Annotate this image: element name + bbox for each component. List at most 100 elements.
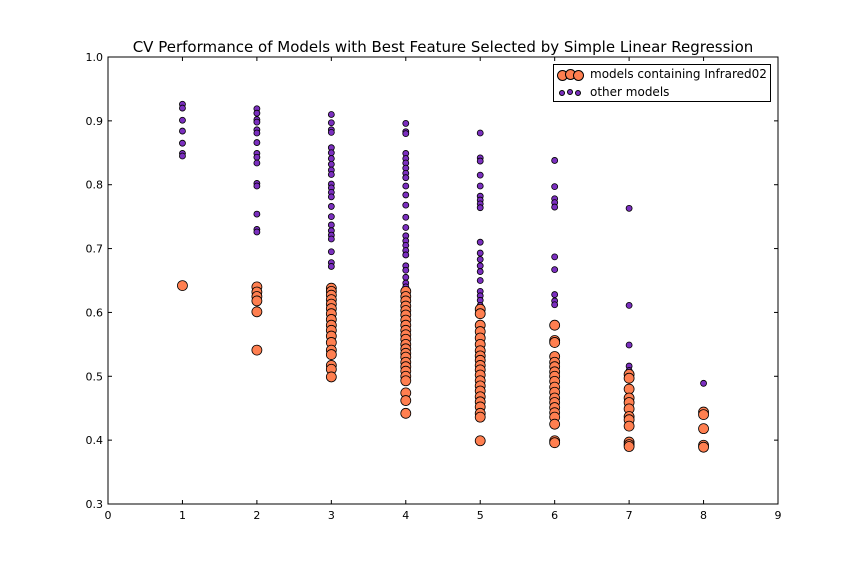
- data-point-other: [402, 130, 410, 138]
- data-point-infrared: [549, 418, 561, 430]
- data-point-other: [476, 249, 484, 257]
- legend-item-infrared: models containing Infrared02: [554, 66, 770, 84]
- data-point-other: [402, 266, 410, 274]
- data-point-other: [253, 129, 261, 137]
- data-point-other: [551, 266, 559, 274]
- data-point-infrared: [549, 337, 561, 348]
- y-tick-label: 0.4: [86, 434, 104, 447]
- data-point-other: [402, 213, 410, 221]
- data-point-other: [402, 191, 410, 199]
- data-point-infrared: [251, 306, 263, 318]
- data-point-infrared: [474, 411, 486, 423]
- x-tick-label: 3: [328, 509, 335, 522]
- data-point-other: [327, 155, 335, 162]
- data-point-other: [551, 291, 559, 298]
- legend-marker-large: [573, 70, 584, 81]
- data-point-other: [551, 301, 559, 309]
- y-tick-label: 0.7: [86, 243, 104, 256]
- data-point-other: [476, 157, 484, 165]
- x-tick-label: 9: [775, 509, 782, 522]
- data-point-other: [327, 171, 335, 178]
- data-point-other: [551, 203, 559, 211]
- legend-marker-small: [567, 89, 573, 95]
- data-point-other: [476, 262, 484, 270]
- legend-marker-small: [575, 90, 581, 96]
- y-tick-label: 0.8: [86, 179, 104, 192]
- legend: models containing Infrared02 other model…: [553, 64, 771, 102]
- data-point-infrared: [177, 280, 188, 292]
- data-point-other: [402, 174, 410, 182]
- data-point-other: [253, 153, 261, 161]
- data-point-infrared: [698, 423, 709, 435]
- data-point-other: [551, 183, 559, 191]
- x-tick-label: 0: [105, 509, 112, 522]
- data-point-infrared: [474, 435, 486, 447]
- data-point-infrared: [251, 344, 263, 356]
- data-point-other: [551, 253, 559, 261]
- legend-item-other: other models: [554, 84, 770, 102]
- data-point-infrared: [549, 437, 561, 449]
- data-point-infrared: [623, 420, 635, 432]
- data-point-other: [327, 128, 335, 136]
- data-point-infrared: [400, 375, 412, 387]
- data-point-other: [476, 204, 484, 212]
- x-tick-label: 8: [700, 509, 707, 522]
- x-tick-label: 5: [477, 509, 484, 522]
- x-tick-label: 6: [551, 509, 558, 522]
- data-point-other: [402, 201, 410, 209]
- data-point-infrared: [549, 319, 561, 331]
- data-point-other: [700, 379, 707, 387]
- data-point-other: [253, 210, 261, 218]
- data-point-other: [327, 193, 335, 201]
- data-point-other: [551, 157, 559, 164]
- data-point-other: [625, 341, 633, 349]
- data-point-infrared: [400, 395, 412, 406]
- data-point-other: [327, 221, 335, 229]
- legend-label: models containing Infrared02: [590, 67, 767, 81]
- data-point-other: [253, 182, 261, 190]
- data-point-infrared: [623, 372, 635, 384]
- data-point-other: [476, 238, 484, 246]
- data-point-other: [179, 127, 186, 135]
- x-tick-label: 7: [626, 509, 633, 522]
- data-point-infrared: [251, 295, 263, 307]
- data-point-other: [327, 149, 335, 157]
- data-point-other: [253, 228, 261, 236]
- data-point-other: [179, 139, 186, 147]
- data-point-infrared: [623, 383, 635, 395]
- y-tick-label: 1.0: [86, 51, 104, 64]
- x-tick-label: 4: [402, 509, 409, 522]
- data-point-infrared: [698, 441, 709, 453]
- data-point-other: [179, 104, 186, 112]
- y-tick-label: 0.3: [86, 498, 104, 511]
- data-point-other: [476, 256, 484, 263]
- data-point-other: [327, 160, 335, 168]
- data-point-infrared: [698, 409, 709, 421]
- x-tick-label: 1: [179, 509, 186, 522]
- data-point-infrared: [325, 371, 337, 383]
- data-point-other: [327, 263, 335, 270]
- data-point-other: [402, 224, 410, 231]
- data-point-other: [253, 159, 261, 167]
- data-point-other: [476, 171, 484, 179]
- data-point-other: [476, 277, 484, 284]
- data-point-other: [476, 182, 484, 190]
- data-point-other: [179, 152, 186, 160]
- axes-frame: [107, 56, 779, 505]
- data-point-other: [327, 111, 335, 118]
- data-point-other: [327, 119, 335, 127]
- data-point-other: [402, 251, 410, 259]
- legend-label: other models: [590, 85, 670, 99]
- data-point-other: [253, 118, 261, 126]
- data-point-other: [625, 204, 633, 212]
- data-point-other: [625, 302, 633, 309]
- y-tick-label: 0.6: [86, 306, 104, 319]
- data-point-other: [402, 273, 410, 281]
- data-point-other: [179, 116, 186, 124]
- y-tick-label: 0.9: [86, 115, 104, 128]
- data-point-other: [476, 129, 484, 137]
- data-point-infrared: [474, 308, 486, 320]
- data-point-other: [402, 120, 410, 127]
- legend-marker-small: [559, 90, 565, 96]
